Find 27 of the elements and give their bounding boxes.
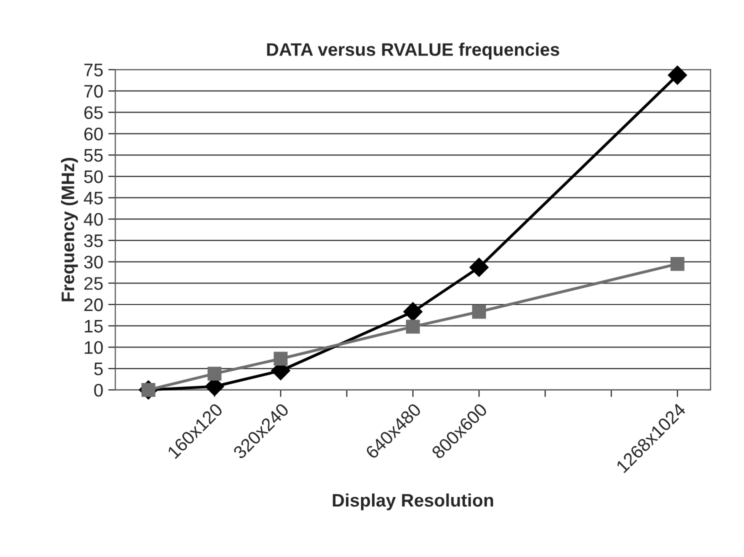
y-tick-label: 60	[84, 128, 103, 140]
y-tick-label: 20	[84, 298, 103, 312]
point	[208, 366, 222, 381]
y-axis-title: Frequency (MHz)	[61, 158, 78, 302]
y-tick-label: 10	[84, 341, 103, 354]
point	[472, 304, 486, 319]
x-axis-title: Display Resolution	[332, 493, 494, 510]
y-tick-label: 0	[94, 384, 103, 397]
y-tick-label: 50	[84, 170, 103, 184]
y-tick-label: 15	[84, 320, 103, 333]
point	[668, 66, 687, 85]
y-tick-label: 45	[84, 192, 103, 204]
point	[470, 258, 489, 277]
y-tick-label: 25	[84, 277, 103, 290]
point	[403, 302, 422, 322]
y-tick-label: 30	[84, 256, 103, 269]
point	[274, 352, 288, 366]
y-tick-label: 5	[94, 362, 103, 376]
y-tick-label: 65	[84, 106, 103, 120]
y-tick-label: 40	[84, 213, 103, 226]
point	[670, 256, 684, 271]
point	[406, 320, 420, 334]
y-tick-label: 75	[84, 64, 103, 76]
y-tick-label: 35	[84, 234, 103, 248]
y-tick-label: 70	[84, 84, 103, 98]
chart-title: DATA versus RVALUE frequencies	[267, 42, 560, 60]
y-tick-label: 55	[84, 149, 103, 162]
